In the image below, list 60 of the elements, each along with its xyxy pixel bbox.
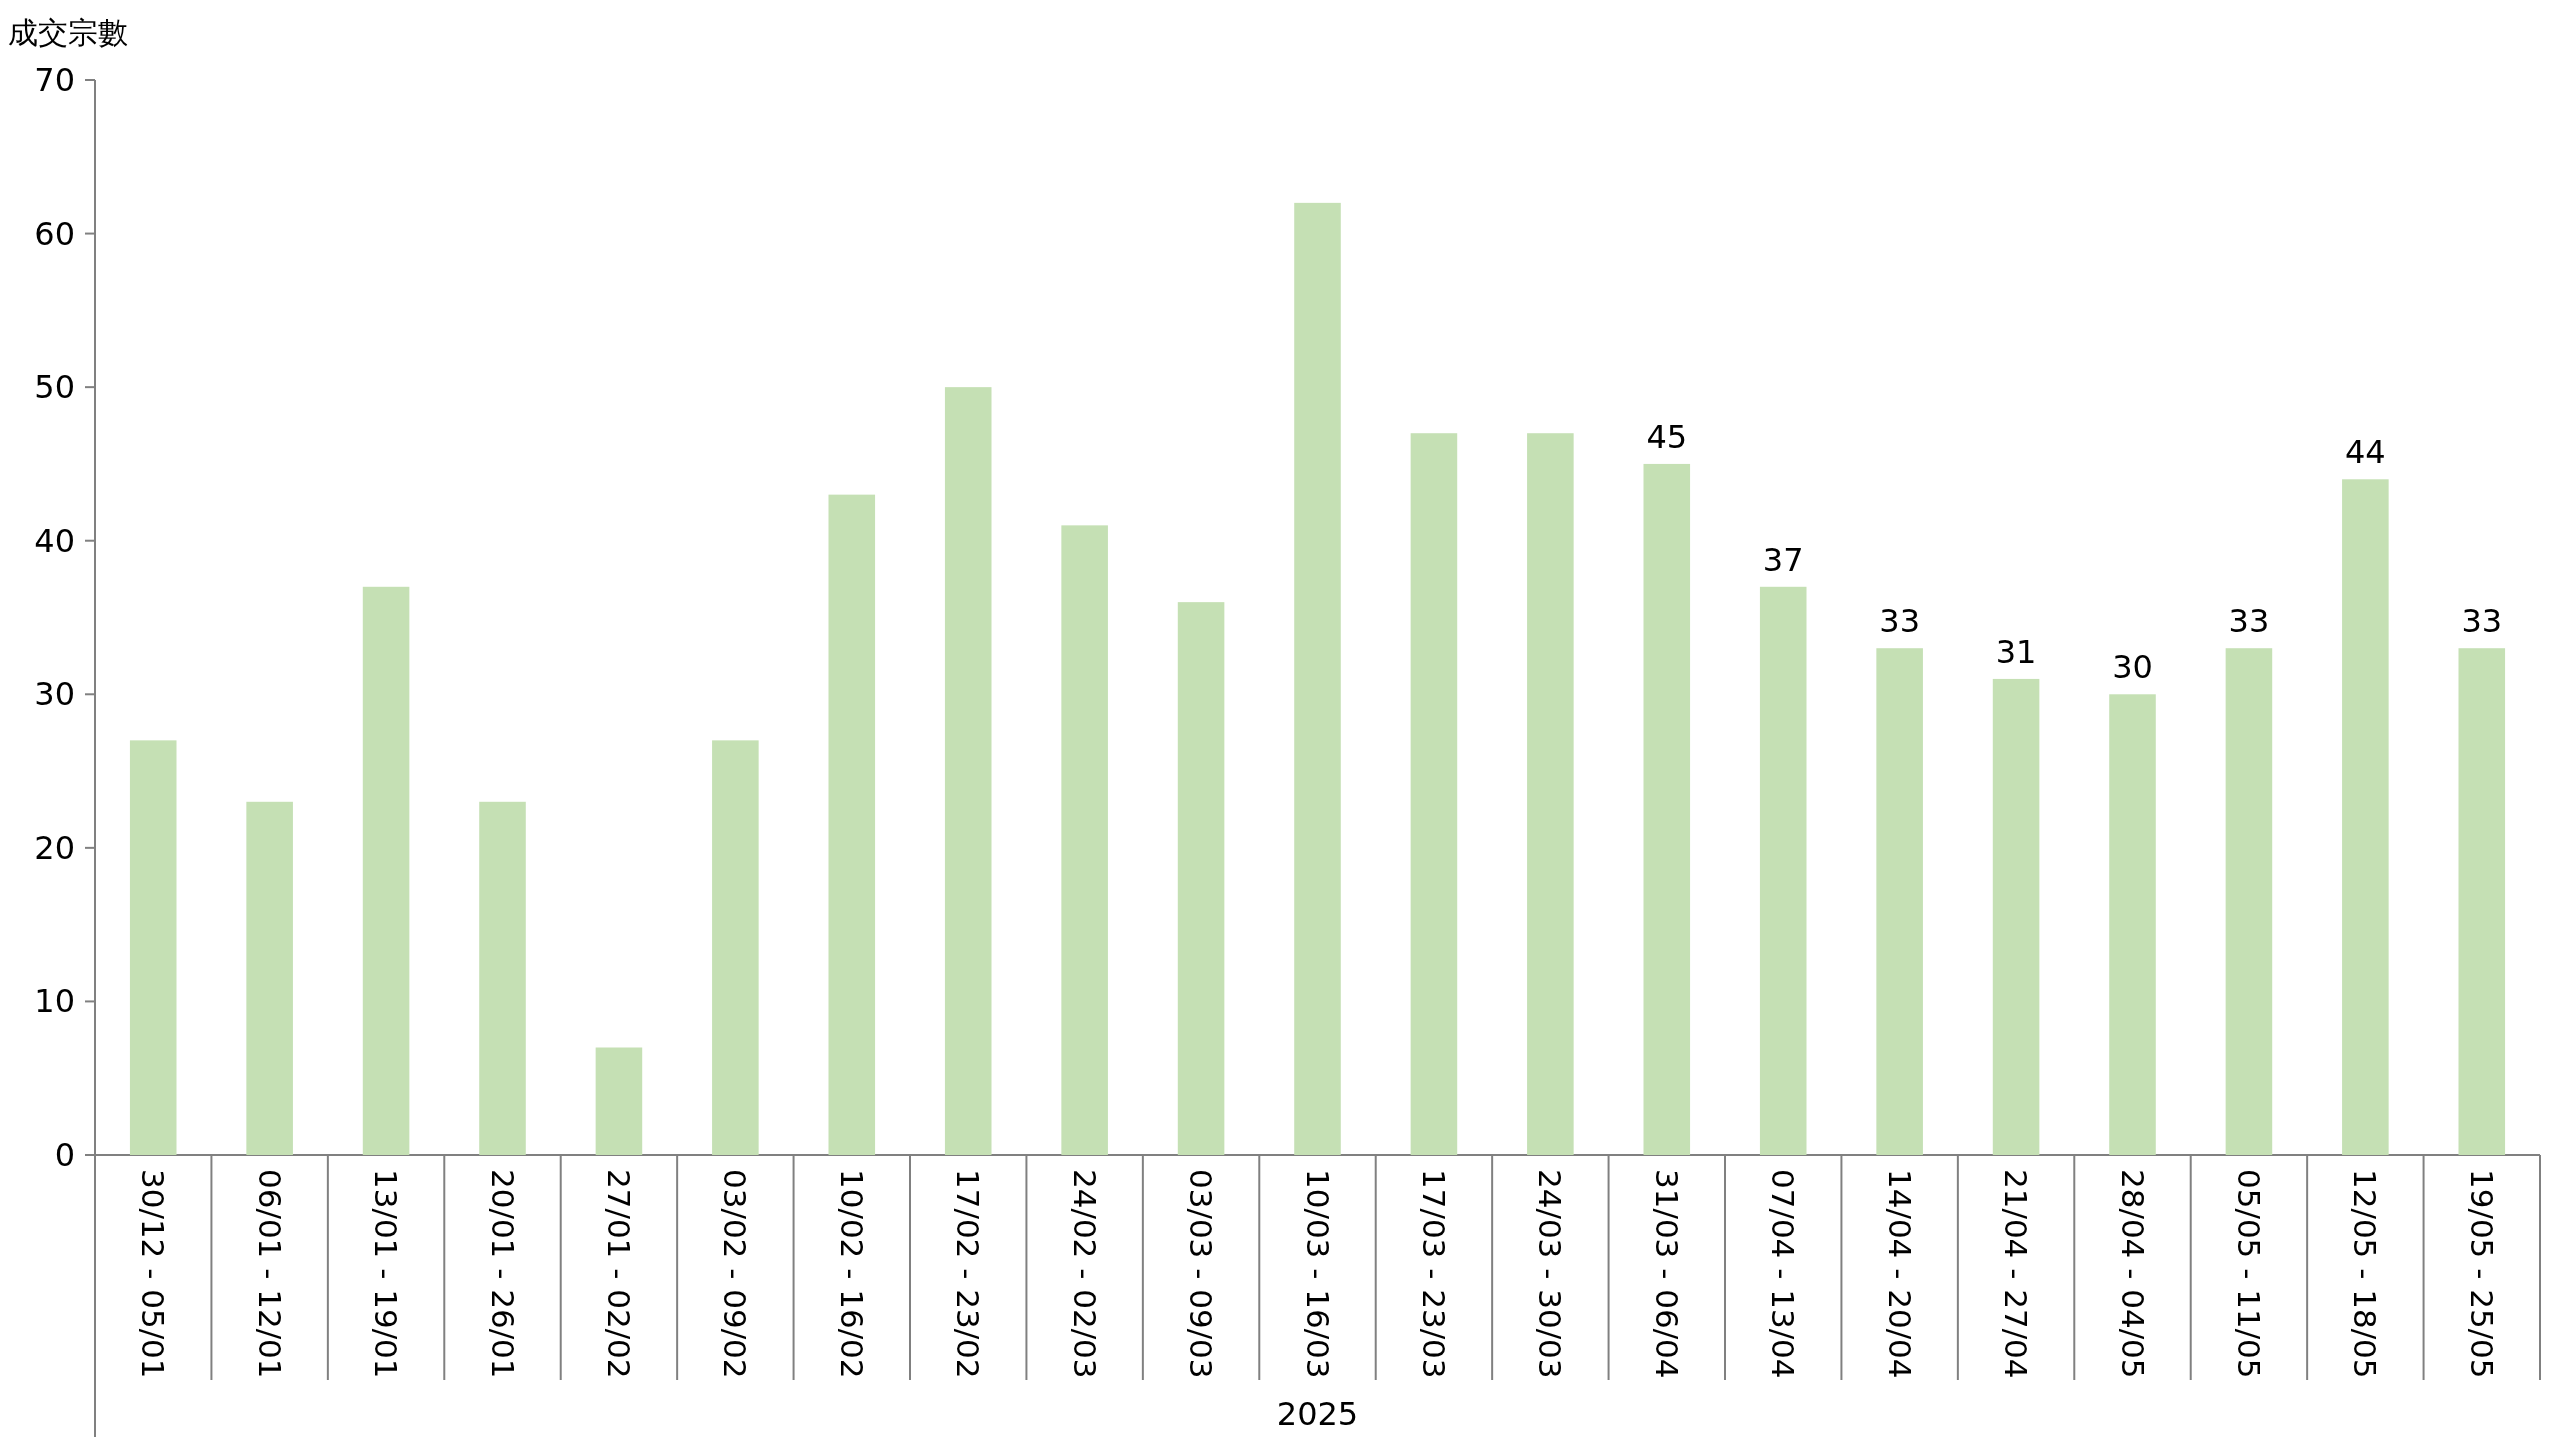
bar bbox=[129, 740, 177, 1155]
bar bbox=[1876, 648, 1923, 1155]
x-tick-label: 10/03 - 16/03 bbox=[1299, 1169, 1336, 1379]
bar bbox=[1177, 602, 1225, 1155]
y-tick-label: 40 bbox=[34, 521, 75, 560]
bar bbox=[246, 801, 293, 1155]
bar bbox=[479, 801, 526, 1155]
bar bbox=[1527, 433, 1574, 1155]
x-tick-label: 31/03 - 06/04 bbox=[1648, 1169, 1685, 1379]
x-axis-title: 2025 bbox=[1276, 1395, 1359, 1433]
data-label: 33 bbox=[2461, 602, 2503, 641]
bar bbox=[1759, 586, 1807, 1155]
y-tick-label: 0 bbox=[54, 1136, 75, 1174]
bar bbox=[1643, 463, 1691, 1155]
x-tick-label: 24/03 - 30/03 bbox=[1532, 1169, 1569, 1379]
x-tick-label: 14/04 - 20/04 bbox=[1881, 1169, 1918, 1379]
x-tick-label: 17/02 - 23/02 bbox=[950, 1169, 987, 1379]
x-tick-label: 19/05 - 25/05 bbox=[2463, 1169, 2500, 1379]
x-tick-label: 06/01 - 12/01 bbox=[251, 1169, 288, 1379]
x-tick-label: 30/12 - 05/01 bbox=[135, 1169, 172, 1379]
data-label: 30 bbox=[2112, 648, 2153, 687]
bar bbox=[828, 494, 876, 1155]
x-tick-label: 03/03 - 09/03 bbox=[1183, 1169, 1220, 1379]
bar bbox=[1410, 433, 1458, 1155]
x-tick-label: 21/04 - 27/04 bbox=[1998, 1169, 2035, 1379]
y-tick-label: 10 bbox=[34, 982, 75, 1021]
data-label: 33 bbox=[1879, 602, 1920, 641]
bar bbox=[2225, 648, 2273, 1155]
bar bbox=[1294, 202, 1341, 1155]
y-tick-label: 30 bbox=[34, 675, 75, 714]
x-tick-label: 12/05 - 18/05 bbox=[2347, 1169, 2384, 1379]
y-axis-title: 成交宗數 bbox=[8, 14, 128, 50]
x-tick-label: 07/04 - 13/04 bbox=[1765, 1169, 1802, 1379]
bar bbox=[1992, 678, 2040, 1155]
bar bbox=[2342, 479, 2389, 1155]
x-tick-label: 20/01 - 26/01 bbox=[484, 1169, 521, 1379]
bar bbox=[2458, 648, 2506, 1155]
bar bbox=[712, 740, 759, 1155]
y-tick-label: 70 bbox=[34, 61, 75, 99]
x-tick-label: 28/04 - 04/05 bbox=[2114, 1169, 2151, 1379]
y-tick-label: 60 bbox=[34, 214, 75, 253]
bar bbox=[362, 586, 410, 1155]
data-label: 31 bbox=[1995, 632, 2037, 671]
x-tick-label: 24/02 - 02/03 bbox=[1066, 1169, 1103, 1379]
y-tick-label: 50 bbox=[34, 368, 75, 407]
bar bbox=[1061, 525, 1108, 1155]
y-tick-label: 20 bbox=[34, 828, 75, 867]
x-tick-label: 13/01 - 19/01 bbox=[368, 1169, 405, 1379]
bar bbox=[2109, 694, 2156, 1155]
x-tick-label: 27/01 - 02/02 bbox=[600, 1169, 637, 1379]
x-tick-label: 17/03 - 23/03 bbox=[1415, 1169, 1452, 1379]
x-tick-label: 05/05 - 11/05 bbox=[2230, 1169, 2267, 1379]
data-label: 37 bbox=[1762, 540, 1804, 579]
x-tick-label: 03/02 - 09/02 bbox=[717, 1169, 754, 1379]
data-label: 45 bbox=[1646, 417, 1688, 456]
bar bbox=[595, 1047, 643, 1155]
data-label: 33 bbox=[2228, 602, 2270, 641]
bar bbox=[944, 387, 992, 1155]
x-tick-label: 10/02 - 16/02 bbox=[833, 1169, 870, 1379]
data-label: 44 bbox=[2345, 433, 2386, 472]
